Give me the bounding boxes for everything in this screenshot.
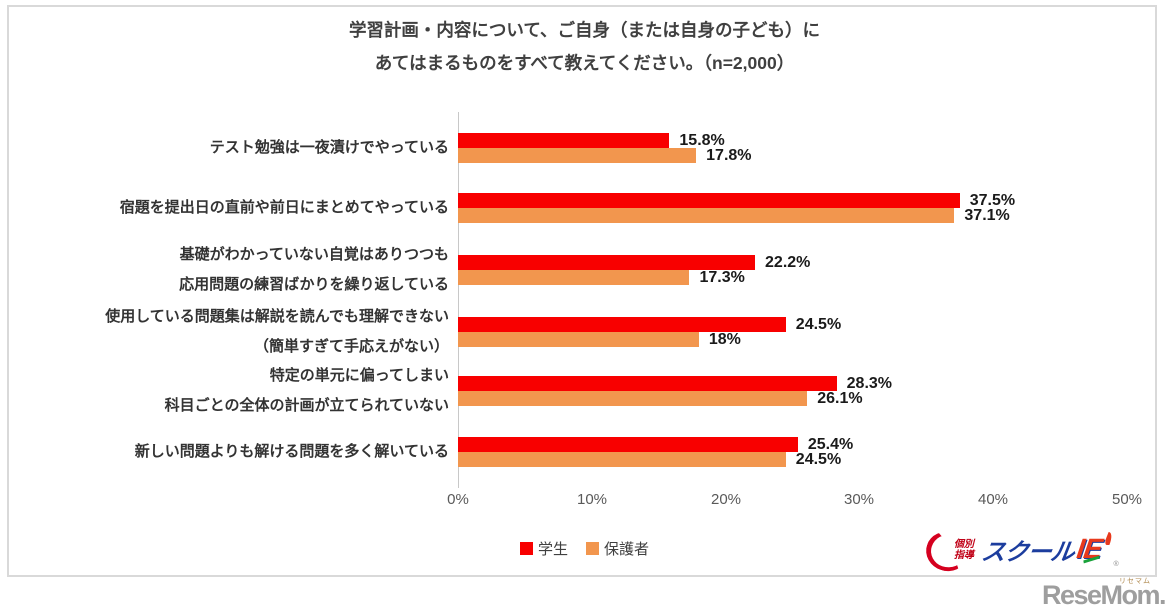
legend-item-parent: 保護者 xyxy=(586,538,649,559)
bar-row-student: 24.5% xyxy=(458,316,842,333)
category-label-line: 特定の単元に偏ってしまい xyxy=(269,367,449,384)
value-label-parent: 17.3% xyxy=(699,269,745,286)
category-label-line: 科目ごとの全体の計画が立てられていない xyxy=(164,397,449,414)
bar-parent xyxy=(458,208,955,223)
value-label-student: 28.3% xyxy=(846,375,893,392)
bar-row-student: 28.3% xyxy=(458,375,893,392)
bar-group-1: テスト勉強は一夜漬けでやっている 15.8% 17.8% xyxy=(0,132,1169,164)
bar-row-student: 25.4% xyxy=(458,436,854,453)
value-label-student: 22.2% xyxy=(765,254,811,271)
x-tick-40: 40% xyxy=(977,491,1009,508)
value-label-parent: 17.8% xyxy=(706,147,752,164)
bar-row-student: 22.2% xyxy=(458,254,811,271)
category-label: テスト勉強は一夜漬けでやっている xyxy=(0,133,449,163)
chart-title: 学習計画・内容について、ご自身（または自身の子ども）に あてはまるものをすべて教… xyxy=(0,14,1169,80)
chart-border-frame xyxy=(7,5,1157,577)
x-tick-0: 0% xyxy=(447,491,469,508)
x-tick-10: 10% xyxy=(576,491,608,508)
bar-group-5: 特定の単元に偏ってしまい 科目ごとの全体の計画が立てられていない 28.3% 2… xyxy=(0,367,1169,414)
category-label: 使用している問題集は解説を読んでも理解できない （簡単すぎて手応えがない） xyxy=(0,302,449,362)
bar-group-4: 使用している問題集は解説を読んでも理解できない （簡単すぎて手応えがない） 24… xyxy=(0,308,1169,355)
legend-label-student: 学生 xyxy=(537,541,568,558)
bar-parent xyxy=(458,332,699,347)
category-label-line: 宿題を提出日の直前や前日にまとめてやっている xyxy=(119,199,449,216)
bar-row-parent: 17.3% xyxy=(458,269,745,286)
bar-row-parent: 26.1% xyxy=(458,390,863,407)
school-ie-school-text: スクール xyxy=(979,538,1076,566)
x-tick-50: 50% xyxy=(1111,491,1143,508)
y-axis-line xyxy=(458,112,459,488)
value-label-student: 25.4% xyxy=(807,436,854,453)
x-tick-20: 20% xyxy=(710,491,742,508)
bar-student xyxy=(458,317,786,332)
bar-student xyxy=(458,437,798,452)
category-label: 基礎がわかっていない自覚はありつつも 応用問題の練習ばかりを繰り返している xyxy=(0,240,449,300)
bar-row-parent: 24.5% xyxy=(458,451,842,468)
legend: 学生 保護者 xyxy=(0,538,1169,559)
category-label-line: （簡単すぎて手応えがない） xyxy=(253,338,449,355)
category-label: 宿題を提出日の直前や前日にまとめてやっている xyxy=(0,193,449,223)
category-label-line: 使用している問題集は解説を読んでも理解できない xyxy=(105,308,449,325)
school-ie-shidou: 指導 xyxy=(954,550,974,561)
value-label-parent: 24.5% xyxy=(795,451,842,468)
bar-parent xyxy=(458,148,697,163)
legend-label-parent: 保護者 xyxy=(604,541,650,558)
bar-row-parent: 18% xyxy=(458,331,741,348)
value-label-student: 37.5% xyxy=(969,192,1016,209)
value-label-parent: 26.1% xyxy=(817,390,863,407)
bar-parent xyxy=(458,391,808,406)
bar-group-2: 宿題を提出日の直前や前日にまとめてやっている 37.5% 37.1% xyxy=(0,192,1169,224)
chart-title-line1: 学習計画・内容について、ご自身（または自身の子ども）に xyxy=(348,20,821,40)
bar-student xyxy=(458,193,960,208)
school-ie-kobetsu-shidou: 個別 指導 xyxy=(954,539,974,561)
bar-parent xyxy=(458,270,690,285)
value-label-parent: 18% xyxy=(708,331,741,348)
bar-group-3: 基礎がわかっていない自覚はありつつも 応用問題の練習ばかりを繰り返している 22… xyxy=(0,246,1169,293)
category-label-line: 応用問題の練習ばかりを繰り返している xyxy=(179,276,449,293)
x-tick-30: 30% xyxy=(843,491,875,508)
bar-row-parent: 17.8% xyxy=(458,147,752,164)
bar-student xyxy=(458,376,837,391)
category-label: 新しい問題よりも解ける問題を多く解いている xyxy=(0,437,449,467)
bar-student xyxy=(458,133,670,148)
bar-group-6: 新しい問題よりも解ける問題を多く解いている 25.4% 24.5% xyxy=(0,436,1169,468)
school-ie-ie-text: IE xyxy=(1074,533,1104,564)
bar-parent xyxy=(458,452,786,467)
bar-student xyxy=(458,255,756,270)
category-label-line: 新しい問題よりも解ける問題を多く解いている xyxy=(134,443,449,460)
bar-row-student: 15.8% xyxy=(458,132,725,149)
chart-title-line2: あてはまるものをすべて教えてください。（n=2,000） xyxy=(374,53,795,73)
school-ie-logo: 個別 指導 スクール IE ® xyxy=(926,528,1119,570)
category-label: 特定の単元に偏ってしまい 科目ごとの全体の計画が立てられていない xyxy=(0,361,449,421)
category-label-line: 基礎がわかっていない自覚はありつつも xyxy=(179,246,449,263)
resemom-logo-text: ReseMom. xyxy=(1041,580,1167,610)
legend-swatch-parent-icon xyxy=(586,542,599,555)
school-ie-swoosh-icon xyxy=(1103,532,1112,547)
value-label-student: 15.8% xyxy=(679,132,725,149)
resemom-ruby: リセマム xyxy=(1119,578,1151,585)
legend-swatch-student-icon xyxy=(519,542,533,555)
category-label-line: テスト勉強は一夜漬けでやっている xyxy=(209,139,449,156)
value-label-parent: 37.1% xyxy=(964,207,1010,224)
resemom-watermark: リセマム ReseMom. xyxy=(1041,578,1167,611)
school-ie-kobetsu: 個別 xyxy=(954,539,974,550)
registered-mark: ® xyxy=(1113,561,1119,568)
bar-row-student: 37.5% xyxy=(458,192,1016,209)
bar-row-parent: 37.1% xyxy=(458,207,1010,224)
legend-item-student: 学生 xyxy=(519,538,568,559)
value-label-student: 24.5% xyxy=(795,316,842,333)
